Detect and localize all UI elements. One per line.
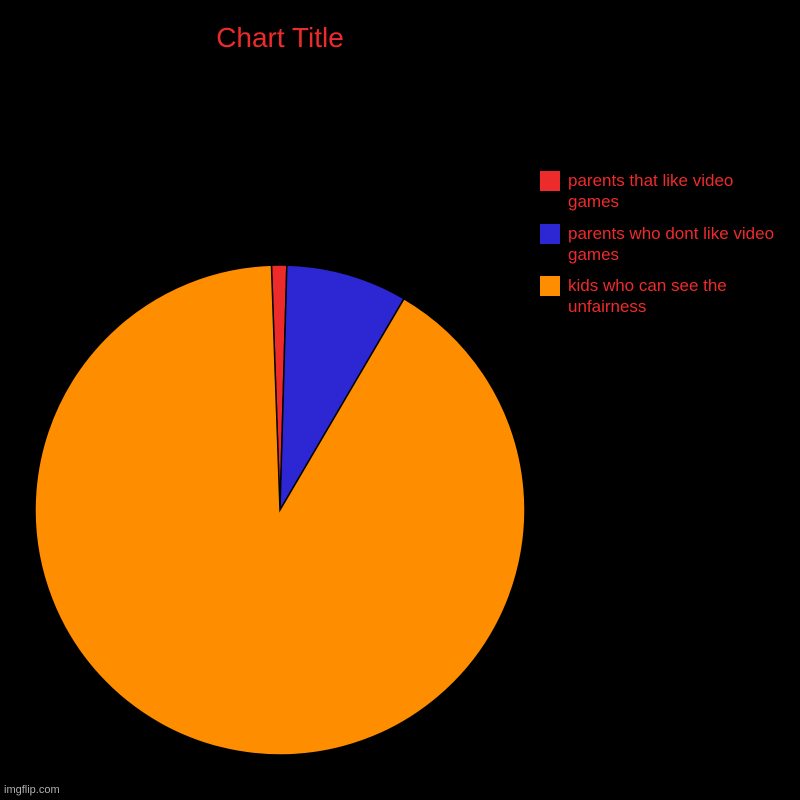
legend-swatch (540, 276, 560, 296)
legend-label: kids who can see the unfairness (568, 275, 780, 318)
watermark: imgflip.com (4, 784, 60, 796)
legend-label: parents that like video games (568, 170, 780, 213)
chart-title: Chart Title (0, 22, 560, 54)
legend-item: parents who dont like video games (540, 223, 780, 266)
legend-item: parents that like video games (540, 170, 780, 213)
pie-chart (30, 260, 530, 765)
legend-swatch (540, 224, 560, 244)
legend: parents that like video games parents who… (540, 170, 780, 328)
legend-label: parents who dont like video games (568, 223, 780, 266)
legend-swatch (540, 171, 560, 191)
legend-item: kids who can see the unfairness (540, 275, 780, 318)
